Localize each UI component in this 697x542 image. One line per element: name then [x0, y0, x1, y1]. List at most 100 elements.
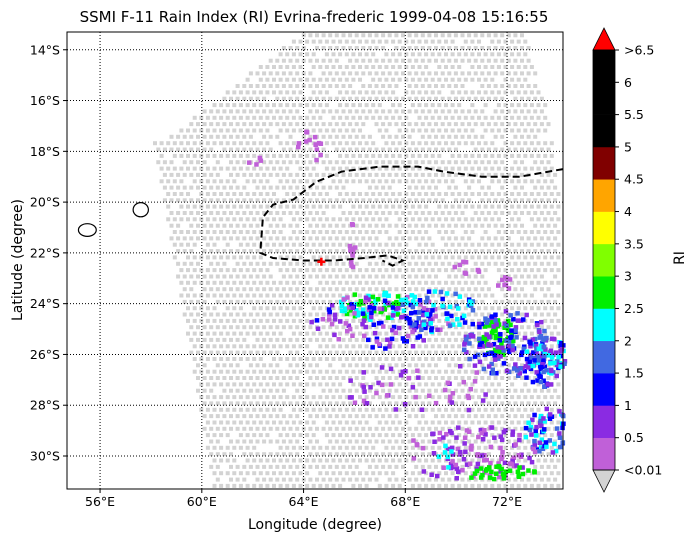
- swath-pixel: [341, 236, 346, 241]
- colorbar-under-arrow: [592, 469, 616, 493]
- swath-pixel: [328, 185, 333, 190]
- swath-pixel: [229, 122, 233, 127]
- rain-pixel: [416, 316, 421, 321]
- swath-pixel: [361, 96, 366, 101]
- swath-pixel: [513, 388, 518, 393]
- swath-pixel: [298, 331, 303, 336]
- storm-center-marker: [317, 257, 326, 266]
- swath-pixel: [410, 471, 415, 476]
- swath-pixel: [358, 141, 362, 146]
- swath-pixel: [291, 52, 296, 57]
- swath-pixel: [536, 255, 541, 260]
- colorbar-frame: [592, 49, 616, 471]
- swath-pixel: [486, 185, 491, 190]
- swath-pixel: [338, 255, 343, 260]
- swath-pixel: [453, 147, 458, 152]
- rain-pixel: [496, 463, 502, 469]
- swath-pixel: [417, 128, 422, 133]
- swath-pixel: [397, 179, 402, 184]
- swath-pixel: [381, 96, 386, 101]
- swath-pixel: [272, 318, 276, 323]
- swath-pixel: [496, 369, 501, 374]
- swath-pixel: [394, 325, 399, 330]
- swath-pixel: [513, 439, 518, 444]
- swath-pixel: [311, 445, 316, 450]
- swath-pixel: [450, 293, 455, 298]
- swath-pixel: [543, 192, 548, 196]
- swath-pixel: [523, 115, 528, 120]
- swath-pixel: [328, 426, 333, 431]
- swath-pixel: [205, 407, 210, 412]
- swath-pixel: [281, 223, 286, 228]
- swath-pixel: [434, 414, 438, 419]
- swath-pixel: [447, 33, 452, 38]
- rain-pixel: [339, 308, 345, 314]
- swath-pixel: [338, 153, 343, 158]
- swath-pixel: [305, 52, 310, 57]
- swath-pixel: [440, 211, 445, 215]
- swath-pixel: [539, 477, 544, 482]
- swath-pixel: [348, 439, 353, 444]
- swath-pixel: [397, 420, 402, 425]
- swath-pixel: [500, 274, 505, 279]
- swath-pixel: [444, 217, 448, 222]
- swath-pixel: [238, 293, 243, 298]
- swath-pixel: [212, 255, 217, 260]
- swath-pixel: [169, 172, 174, 177]
- swath-pixel: [229, 249, 233, 254]
- swath-pixel: [192, 204, 197, 209]
- rain-pixel: [404, 316, 409, 321]
- swath-pixel: [311, 433, 316, 438]
- swath-pixel: [520, 337, 524, 342]
- swath-pixel: [196, 363, 200, 368]
- swath-pixel: [496, 458, 501, 463]
- swath-pixel: [238, 369, 243, 374]
- swath-pixel: [179, 128, 184, 133]
- swath-pixel: [496, 217, 501, 222]
- swath-pixel: [381, 109, 386, 114]
- rain-pixel: [458, 364, 463, 369]
- rain-pixel: [483, 392, 488, 397]
- swath-pixel: [242, 134, 247, 139]
- rain-pixel: [461, 457, 467, 462]
- swath-pixel: [338, 382, 343, 387]
- swath-pixel: [539, 249, 544, 254]
- swath-pixel: [295, 414, 300, 419]
- swath-pixel: [225, 103, 230, 108]
- swath-pixel: [235, 376, 240, 380]
- swath-pixel: [483, 90, 488, 95]
- swath-pixel: [262, 414, 267, 419]
- swath-pixel: [268, 376, 273, 380]
- swath-pixel: [344, 217, 349, 222]
- swath-pixel: [493, 223, 498, 228]
- swath-pixel: [374, 223, 379, 228]
- swath-pixel: [324, 230, 329, 234]
- swath-pixel: [291, 382, 296, 387]
- swath-pixel: [377, 407, 382, 412]
- swath-pixel: [328, 84, 333, 88]
- swath-pixel: [315, 261, 319, 266]
- swath-pixel: [308, 33, 313, 38]
- swath-pixel: [367, 274, 372, 279]
- swath-pixel: [232, 179, 237, 184]
- island-mauritius: [132, 202, 149, 218]
- swath-pixel: [506, 363, 511, 368]
- swath-pixel: [506, 71, 511, 76]
- swath-pixel: [354, 122, 359, 127]
- swath-pixel: [480, 96, 485, 101]
- swath-pixel: [384, 65, 389, 69]
- swath-pixel: [543, 179, 548, 184]
- rain-pixel: [446, 465, 451, 470]
- swath-pixel: [430, 395, 435, 400]
- swath-pixel: [288, 261, 293, 266]
- swath-pixel: [192, 280, 197, 285]
- swath-pixel: [354, 172, 359, 177]
- rain-pixel: [558, 444, 563, 450]
- swath-pixel: [371, 103, 376, 108]
- swath-pixel: [424, 395, 429, 400]
- swath-pixel: [334, 84, 339, 88]
- rain-pixel: [377, 306, 382, 311]
- rain-pixel: [423, 325, 428, 331]
- swath-pixel: [523, 280, 528, 285]
- swath-pixel: [483, 217, 488, 222]
